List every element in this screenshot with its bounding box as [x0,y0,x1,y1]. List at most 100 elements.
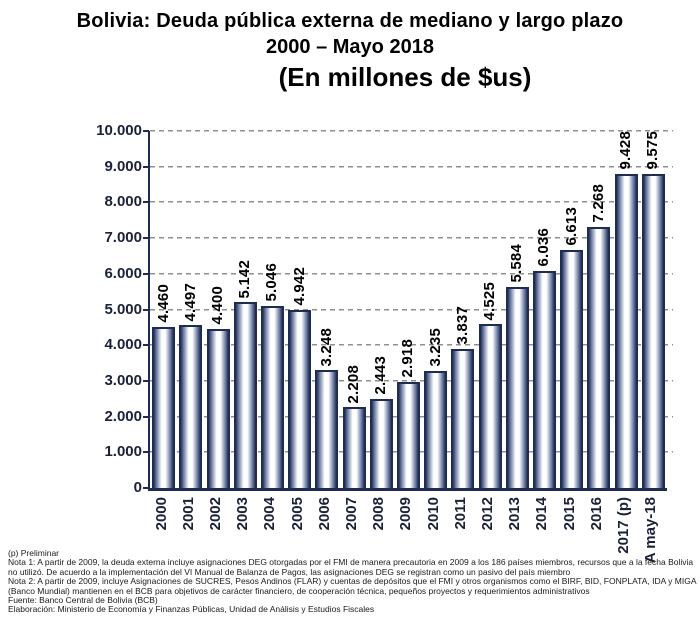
bar-series: 4.460 4.497 4.400 5.142 5.046 4.942 3.248 2.208… [150,131,667,488]
x-cell-2000: 2000 [148,497,175,530]
bar-slot-2016: 7.268 [585,131,612,488]
x-axis-label: 2016 [587,497,605,531]
bar-slot-2004: 5.046 [259,131,286,488]
bar-2000 [152,326,176,488]
chart-title-period: 2000 – Mayo 2018 [266,36,434,58]
y-axis-tick [143,272,149,275]
x-axis-label: 2017 (p) [615,497,633,554]
x-axis-label: 2015 [560,497,578,531]
bar-value-label: 4.400 [209,286,226,325]
bar-2009 [396,381,420,488]
bar-value-label: 7.268 [589,184,607,223]
y-axis-tick [143,487,149,489]
bar-slot-2006: 3.248 [313,131,340,488]
y-axis-tick [143,344,149,347]
x-axis-label: 2005 [288,497,306,531]
y-axis-label-8.000: 8.000 [104,193,142,211]
y-axis-label-9.000: 9.000 [104,157,142,175]
x-cell-2001: 2001 [175,497,202,530]
y-axis-label-3.000: 3.000 [104,371,142,389]
gridline-4.000 [150,344,673,347]
gridline-8.000 [150,201,673,204]
bar-value-label: 6.036 [535,227,553,267]
bar-slot-2008: 2.443 [368,131,395,488]
bar-slot-2007: 2.208 [340,131,367,488]
y-axis-label-1.000: 1.000 [104,443,142,461]
bar-slot-2002: 4.400 [204,131,231,488]
bar-slot-2015: 6.613 [558,131,585,488]
y-axis-label-2.000: 2.000 [104,407,142,425]
bar-2016 [587,226,611,488]
x-cell-2012: 2012 [474,497,501,530]
x-cell-2016: 2016 [583,497,610,530]
bar-2010 [424,370,448,488]
y-axis-label-7.000: 7.000 [104,229,142,247]
x-cell-2015: 2015 [556,497,583,530]
bar-2008 [369,398,393,488]
bar-slot-2014: 6.036 [531,131,558,488]
gridline-10.000 [150,130,673,132]
footnote-preliminar: (p) Preliminar [8,548,60,558]
bar-2006 [315,370,339,488]
bar-slot-2009: 2.918 [395,131,422,488]
bar-2003 [233,302,257,488]
chart-title: Bolivia: Deuda pública externa de median… [76,10,624,32]
x-axis-label: 2001 [179,497,197,531]
bar-slot-A may-18: 9.575 [640,131,667,488]
bar-slot-2003: 5.142 [232,131,259,488]
footnote-nota2-line2: (Banco Mundial) mantienen en el BCB para… [8,585,590,596]
x-axis-label: 2011 [451,497,469,530]
bar-2013 [505,286,529,488]
x-axis-label: 2004 [261,497,279,531]
footnote-nota1-line1: Nota 1: A partir de 2009, la deuda exter… [8,557,694,568]
y-axis-label-4.000: 4.000 [104,336,142,354]
bar-slot-2010: 3.235 [422,131,449,488]
x-axis-label: 2002 [207,497,224,531]
bar-slot-2013: 5.584 [504,131,531,488]
x-axis-label: 2009 [397,497,415,531]
x-axis-label: 2003 [234,497,252,531]
bar-value-label: 3.248 [317,327,335,367]
bar-slot-2017 (p): 9.428 [612,131,639,488]
footnote-nota1-line2: no utilizó. De acuerdo a la implementaci… [8,566,571,577]
y-axis-tick [143,130,149,132]
bar-value-label: 6.613 [562,207,580,246]
bar-value-label: 9.575 [644,131,662,170]
y-axis-tick [143,201,149,204]
bar-2017 (p) [614,173,638,488]
bar-value-label: 4.497 [181,282,199,322]
bar-value-label: 3.837 [453,306,471,346]
x-axis-label: 2007 [343,497,361,531]
x-cell-2010: 2010 [420,497,447,530]
x-cell-2007: 2007 [338,497,365,530]
footnote-nota2-line1: Nota 2: A partir de 2009, incluye Asigna… [8,576,697,587]
gridline-6.000 [150,272,673,275]
x-axis-label: 2010 [424,497,442,531]
x-axis-label: 2012 [479,497,497,531]
x-axis-label: 2006 [315,497,333,531]
bar-value-label: 2.918 [399,339,417,378]
gridline-9.000 [150,165,673,168]
bar-value-label: 5.046 [263,263,281,302]
gridline-5.000 [150,308,673,311]
y-axis-tick [143,379,149,382]
x-cell-2011: 2011 [447,497,474,530]
x-axis-label: 2008 [370,497,388,531]
x-cell-2003: 2003 [230,497,257,530]
x-cell-2004: 2004 [257,497,284,530]
bar-value-label: 4.525 [481,281,499,321]
x-axis-label: 2000 [152,497,170,531]
y-axis-label-6.000: 6.000 [104,264,142,282]
bar-2004 [260,305,284,488]
bar-slot-2000: 4.460 [150,131,177,488]
x-axis-label: 2014 [533,497,551,531]
x-cell-2005: 2005 [284,497,311,530]
y-axis-label-10.000: 10.000 [96,122,142,139]
chart-units-subtitle: (En millones de $us) [278,62,532,92]
bar-slot-2011: 3.837 [449,131,476,488]
x-cell-2006: 2006 [311,497,338,530]
y-axis-tick [143,165,149,168]
y-axis-label-5.000: 5.000 [104,300,142,318]
y-axis-tick [143,237,149,240]
bar-value-label: 4.460 [154,284,172,323]
